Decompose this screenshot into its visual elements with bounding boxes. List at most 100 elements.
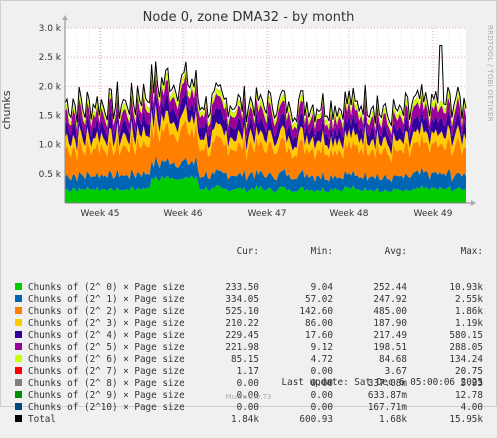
legend-swatch xyxy=(15,391,22,398)
legend-swatch xyxy=(15,319,22,326)
y-tick-label: 1.5 k xyxy=(39,112,62,122)
legend-rows: Chunks of (2^ 0) × Page size 233.50 9.04 25… xyxy=(15,282,490,426)
series-area-0 xyxy=(65,175,466,203)
legend-value-min: 17.60 xyxy=(305,330,333,341)
y-tick-label: 2.5 k xyxy=(39,53,62,63)
legend-value-min: 0.00 xyxy=(310,402,333,413)
legend-value-min: 600.93 xyxy=(299,414,333,425)
legend-row: Total 1.84k 600.93 1.68k 15.95k xyxy=(15,414,490,426)
legend-value-max: 5.93 xyxy=(460,378,483,389)
rrdtool-watermark: RRDTOOL / TOBI OETIKER xyxy=(486,25,494,122)
legend-value-cur: 233.50 xyxy=(225,282,259,293)
legend-value-max: 2.55k xyxy=(455,294,483,305)
legend-row: Chunks of (2^ 4) × Page size 229.45 17.60 2… xyxy=(15,330,490,342)
legend-value-min: 4.72 xyxy=(310,354,333,365)
legend-value-max: 288.05 xyxy=(449,342,483,353)
legend-value-avg: 247.92 xyxy=(373,294,407,305)
series-area-5 xyxy=(65,72,466,144)
legend-header: Cur: Min: Avg: Max: xyxy=(15,246,490,258)
legend-swatch xyxy=(15,379,22,386)
legend-value-min: 9.04 xyxy=(310,282,333,293)
x-tick-label: Week 46 xyxy=(164,209,203,219)
legend-value-avg: 337.08m xyxy=(367,378,407,389)
legend-value-min: 142.60 xyxy=(299,306,333,317)
series-area-4 xyxy=(65,86,466,155)
legend-series-name: Chunks of (2^ 8) × Page size xyxy=(28,378,185,389)
legend-value-max: 134.24 xyxy=(449,354,483,365)
legend-column-header: Max: xyxy=(460,246,483,257)
series-area-6 xyxy=(65,66,466,135)
legend-series-name: Chunks of (2^ 0) × Page size xyxy=(28,282,185,293)
x-tick-label: Week 49 xyxy=(414,209,453,219)
legend-value-avg: 167.71m xyxy=(367,402,407,413)
legend-row: Chunks of (2^ 5) × Page size 221.98 9.12 19… xyxy=(15,342,490,354)
legend-value-cur: 1.17 xyxy=(236,366,259,377)
legend-value-avg: 485.00 xyxy=(373,306,407,317)
legend-swatch xyxy=(15,295,22,302)
y-tick-label: 1.0 k xyxy=(39,141,62,151)
legend-row: Chunks of (2^ 8) × Page size 0.00 0.00 337.… xyxy=(15,378,490,390)
legend-series-name: Chunks of (2^ 5) × Page size xyxy=(28,342,185,353)
legend-series-name: Chunks of (2^ 4) × Page size xyxy=(28,330,185,341)
legend-value-max: 1.19k xyxy=(455,318,483,329)
legend-series-name: Chunks of (2^ 2) × Page size xyxy=(28,306,185,317)
y-axis-arrow xyxy=(62,15,68,20)
legend-series-name: Chunks of (2^ 6) × Page size xyxy=(28,354,185,365)
x-axis-arrow xyxy=(471,200,476,206)
legend-row: Chunks of (2^ 7) × Page size 1.17 0.00 3.67… xyxy=(15,366,490,378)
munin-footer: Munin 2.0.73 xyxy=(225,393,272,401)
last-update: Last update: Sat Dec 6 05:00:06 2025 xyxy=(281,377,484,388)
legend-value-min: 0.00 xyxy=(310,390,333,401)
y-tick-label: 3.0 k xyxy=(39,24,62,34)
legend-value-min: 86.00 xyxy=(305,318,333,329)
legend-column-header: Cur: xyxy=(236,246,259,257)
legend-value-cur: 0.00 xyxy=(236,402,259,413)
x-tick-label: Week 47 xyxy=(248,209,287,219)
legend-swatch xyxy=(15,415,22,422)
legend-swatch xyxy=(15,355,22,362)
legend-value-avg: 1.68k xyxy=(379,414,407,425)
legend-column-header: Avg: xyxy=(384,246,407,257)
y-tick-label: 2.0 k xyxy=(39,82,62,92)
legend-value-avg: 633.87m xyxy=(367,390,407,401)
legend-swatch xyxy=(15,343,22,350)
legend-value-max: 20.75 xyxy=(455,366,483,377)
legend-value-avg: 3.67 xyxy=(384,366,407,377)
legend-value-cur: 229.45 xyxy=(225,330,259,341)
legend-value-cur: 221.98 xyxy=(225,342,259,353)
legend-series-name: Chunks of (2^ 7) × Page size xyxy=(28,366,185,377)
legend-value-max: 15.95k xyxy=(449,414,483,425)
legend-swatch xyxy=(15,307,22,314)
legend-value-max: 10.93k xyxy=(449,282,483,293)
legend-value-cur: 525.10 xyxy=(225,306,259,317)
legend-value-avg: 252.44 xyxy=(373,282,407,293)
legend-row: Chunks of (2^ 0) × Page size 233.50 9.04 25… xyxy=(15,282,490,294)
legend-value-cur: 0.00 xyxy=(236,378,259,389)
legend-series-name: Chunks of (2^ 1) × Page size xyxy=(28,294,185,305)
legend-row: Chunks of (2^ 9) × Page size 0.00 0.00 633.… xyxy=(15,390,490,402)
legend-value-cur: 85.15 xyxy=(231,354,259,365)
legend-row: Chunks of (2^ 6) × Page size 85.15 4.72 84.… xyxy=(15,354,490,366)
series-area-2 xyxy=(65,116,466,183)
series-area-1 xyxy=(65,155,466,193)
legend-row: Chunks of (2^ 3) × Page size 210.22 86.00 1… xyxy=(15,318,490,330)
legend-value-max: 4.00 xyxy=(460,402,483,413)
legend-value-cur: 210.22 xyxy=(225,318,259,329)
legend-row: Chunks of (2^ 2) × Page size 525.10 142.60… xyxy=(15,306,490,318)
legend-value-avg: 84.68 xyxy=(379,354,407,365)
legend-swatch xyxy=(15,283,22,290)
legend-value-min: 0.00 xyxy=(310,378,333,389)
x-tick-label: Week 45 xyxy=(81,209,120,219)
legend-value-avg: 198.51 xyxy=(373,342,407,353)
legend-value-cur: 334.05 xyxy=(225,294,259,305)
legend-value-max: 12.78 xyxy=(455,390,483,401)
legend-value-cur: 0.00 xyxy=(236,390,259,401)
legend-value-min: 57.02 xyxy=(305,294,333,305)
legend: Cur: Min: Avg: Max: Chunks of (2^ 0) × Page… xyxy=(15,222,490,438)
chart-title: Node 0, zone DMA32 - by month xyxy=(142,10,355,25)
legend-series-name: Total xyxy=(28,414,56,425)
legend-swatch xyxy=(15,367,22,374)
legend-series-name: Chunks of (2^ 3) × Page size xyxy=(28,318,185,329)
legend-value-min: 9.12 xyxy=(310,342,333,353)
legend-value-max: 1.86k xyxy=(455,306,483,317)
